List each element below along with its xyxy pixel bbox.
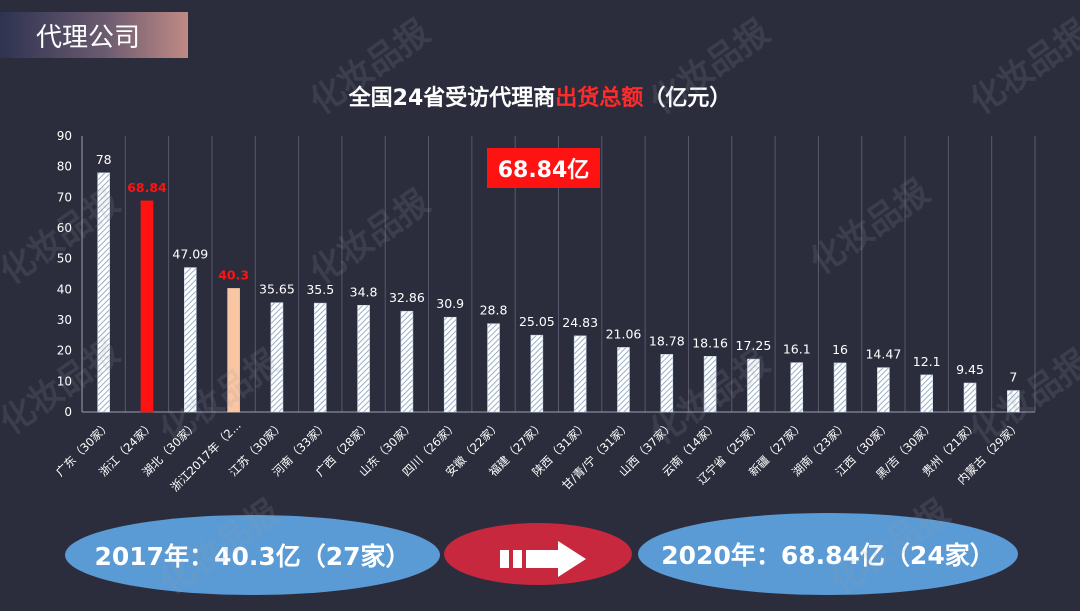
bar-value-label: 35.65 xyxy=(259,282,295,297)
bar-value-label: 47.09 xyxy=(172,247,208,262)
chart-title: 全国24省受访代理商出货总额（亿元） xyxy=(0,80,1080,112)
y-tick-label: 50 xyxy=(57,252,72,266)
bar xyxy=(920,374,934,413)
bar xyxy=(617,347,630,413)
bar xyxy=(660,354,674,413)
bar xyxy=(1007,390,1020,413)
bar xyxy=(963,382,977,413)
bar xyxy=(357,304,370,413)
bar xyxy=(487,323,500,413)
bar-value-label: 78 xyxy=(96,152,112,167)
bar-value-label: 68.84 xyxy=(127,180,167,195)
bar xyxy=(443,316,457,413)
bar xyxy=(97,172,110,413)
y-tick-label: 30 xyxy=(57,313,72,327)
bar-value-label: 7 xyxy=(1009,370,1017,385)
bar-value-label: 32.86 xyxy=(389,290,425,305)
y-tick-label: 60 xyxy=(57,221,72,235)
bar-value-label: 17.25 xyxy=(736,338,772,353)
bar xyxy=(573,335,587,413)
bar-value-label: 16 xyxy=(832,342,848,357)
bar-value-label: 18.78 xyxy=(649,333,685,348)
bar-value-label: 14.47 xyxy=(865,347,901,362)
bar-value-label: 25.05 xyxy=(519,314,555,329)
y-tick-label: 80 xyxy=(57,160,72,174)
y-tick-label: 70 xyxy=(57,190,72,204)
bar xyxy=(183,267,197,413)
bar xyxy=(703,356,717,413)
bar-value-label: 24.83 xyxy=(562,315,598,330)
bar-value-label: 30.9 xyxy=(436,296,464,311)
bar-value-label: 18.16 xyxy=(692,335,728,350)
total-callout-text: 68.84亿 xyxy=(497,158,590,183)
chart-title-part2: （亿元） xyxy=(643,86,732,111)
bar xyxy=(140,200,154,413)
y-tick-label: 20 xyxy=(57,344,72,358)
bar-value-label: 28.8 xyxy=(480,303,508,318)
bar-value-label: 16.1 xyxy=(783,342,811,357)
bar xyxy=(833,362,847,413)
bar-value-label: 40.3 xyxy=(218,267,249,282)
bar xyxy=(400,310,414,413)
bar xyxy=(530,334,544,413)
comparison-2020-text: 2020年：68.84亿（24家） xyxy=(661,541,995,570)
bar-value-label: 34.8 xyxy=(350,284,378,299)
comparison-2020-oval: 2020年：68.84亿（24家） xyxy=(638,513,1018,595)
bar-value-label: 21.06 xyxy=(606,326,642,341)
y-tick-label: 90 xyxy=(57,129,72,143)
bar xyxy=(270,302,284,413)
bar xyxy=(313,302,327,413)
bar xyxy=(877,367,890,413)
total-callout: 68.84亿 xyxy=(487,148,600,188)
right-arrow-icon xyxy=(500,541,586,577)
bar xyxy=(227,288,240,413)
y-tick-label: 10 xyxy=(57,374,72,388)
bar xyxy=(790,362,804,413)
y-tick-label: 40 xyxy=(57,282,72,296)
bar-value-label: 12.1 xyxy=(913,354,941,369)
section-header-tab: 代理公司 xyxy=(0,12,188,58)
bar xyxy=(747,358,760,413)
section-header-label: 代理公司 xyxy=(36,22,141,53)
comparison-2017-text: 2017年：40.3亿（27家） xyxy=(94,542,411,571)
comparison-2017-oval: 2017年：40.3亿（27家） xyxy=(65,515,440,595)
chart-title-part1: 全国24省受访代理商 xyxy=(348,86,556,111)
chart-title-highlight: 出货总额 xyxy=(555,86,644,111)
y-tick-label: 0 xyxy=(64,405,72,419)
bar-value-label: 9.45 xyxy=(956,362,984,377)
bar-value-label: 35.5 xyxy=(306,282,334,297)
